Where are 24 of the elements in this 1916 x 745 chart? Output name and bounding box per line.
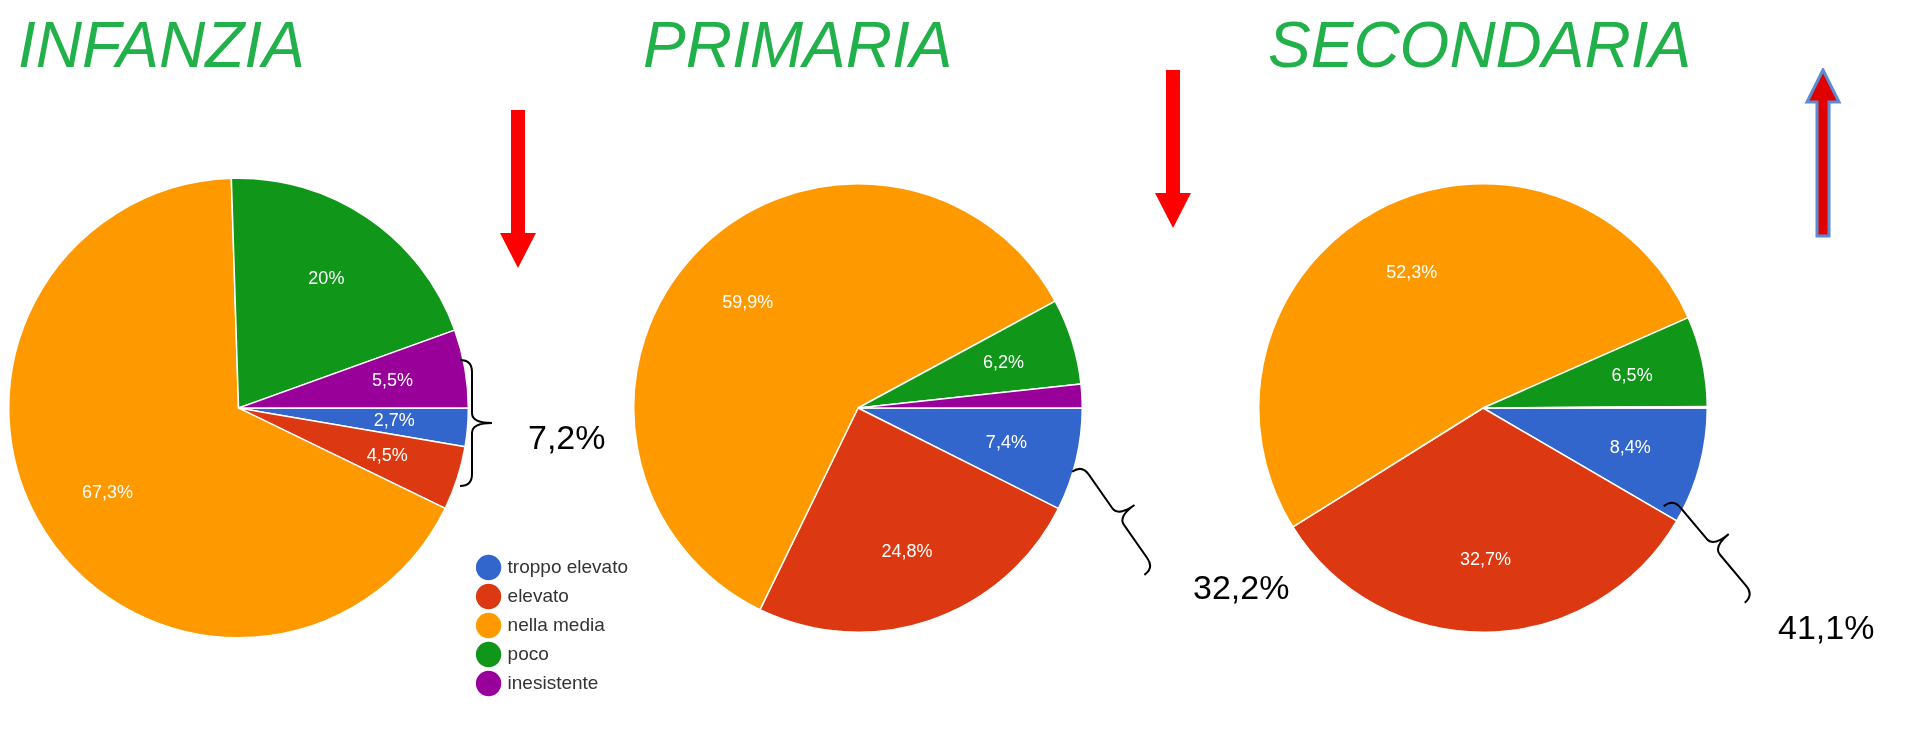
legend-label: elevato [507,584,569,606]
legend-label: inesistente [507,671,599,693]
legend-label: troppo elevato [507,555,628,577]
legend-label: poco [507,642,549,664]
data-label: 20% [308,267,345,288]
text: 32,2% [1193,568,1290,607]
data-label: 2,7% [373,410,415,431]
text: 41,1% [1778,608,1875,647]
chart-title: SECONDARIA [1268,8,1692,82]
data-label: 7,4% [985,432,1027,453]
data-label: 6,5% [1611,365,1653,386]
data-label: 8,4% [1609,436,1651,457]
legend-label: nella media [507,613,606,635]
data-label: 5,5% [371,370,413,391]
data-label: 52,3% [1386,262,1438,283]
chart-title: INFANZIA [18,8,305,82]
text: 7,2% [528,418,606,457]
data-label: 59,9% [722,291,774,312]
data-label: 6,2% [983,351,1025,372]
data-label: 4,5% [366,444,408,465]
chart-title: PRIMARIA [643,8,953,82]
data-label: 67,3% [81,481,133,502]
data-label: 24,8% [881,541,933,562]
data-label: 32,7% [1459,549,1511,570]
